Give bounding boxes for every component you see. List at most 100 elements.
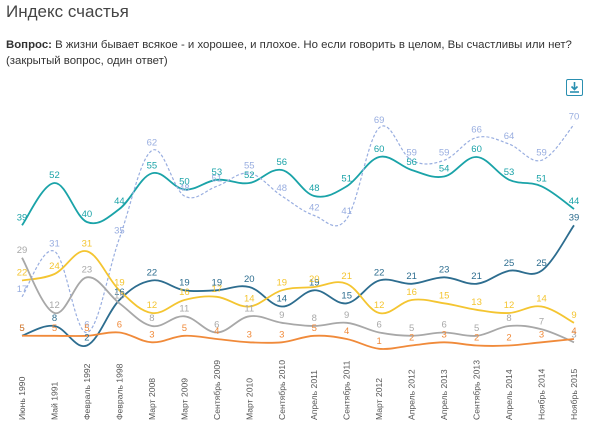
download-button[interactable] bbox=[566, 79, 583, 96]
data-label: 55 bbox=[244, 160, 255, 171]
data-label: 62 bbox=[147, 138, 158, 149]
data-label: 16 bbox=[179, 287, 190, 298]
data-label: 41 bbox=[341, 206, 352, 217]
data-label: 4 bbox=[344, 326, 349, 337]
data-label: 15 bbox=[439, 290, 450, 301]
x-tick-label: Апрель 2014 bbox=[504, 369, 514, 420]
x-axis-ticks: Июнь 1990 Май 1991 Февраль 1992 Февраль 199… bbox=[17, 360, 579, 420]
question-body: В жизни бывает всякое - и хорошее, и пло… bbox=[51, 39, 572, 51]
data-label: 55 bbox=[147, 160, 158, 171]
data-label: 12 bbox=[147, 300, 158, 311]
x-tick-label: Февраль 1998 bbox=[114, 363, 124, 420]
data-label: 5 bbox=[409, 323, 414, 334]
data-label: 19 bbox=[114, 277, 125, 288]
data-label: 21 bbox=[341, 271, 352, 282]
data-label: 22 bbox=[147, 268, 158, 279]
data-label: 51 bbox=[536, 173, 547, 184]
data-label: 14 bbox=[244, 294, 255, 305]
data-label: 15 bbox=[114, 290, 125, 301]
x-tick-label: Ноябрь 2015 bbox=[569, 368, 579, 420]
data-label: 23 bbox=[82, 264, 93, 275]
series-line-3 bbox=[21, 250, 575, 324]
x-tick-label: Сентябрь 2009 bbox=[212, 360, 222, 420]
data-label: 64 bbox=[504, 131, 515, 142]
data-label: 40 bbox=[82, 209, 93, 220]
data-label: 8 bbox=[506, 313, 511, 324]
data-label: 3 bbox=[149, 329, 154, 340]
data-label: 19 bbox=[179, 277, 190, 288]
data-label: 48 bbox=[179, 183, 190, 194]
data-label: 39 bbox=[17, 212, 28, 223]
data-label: 2 bbox=[409, 333, 414, 344]
series-line-1 bbox=[21, 124, 575, 334]
x-tick-label: Сентябрь 2011 bbox=[342, 360, 352, 420]
data-label: 11 bbox=[179, 303, 189, 314]
data-label: 48 bbox=[309, 183, 320, 194]
data-label: 4 bbox=[571, 326, 576, 337]
data-label: 48 bbox=[276, 183, 287, 194]
data-label: 9 bbox=[344, 310, 349, 321]
data-label: 5 bbox=[52, 323, 57, 334]
data-label: 6 bbox=[214, 320, 219, 331]
data-label: 29 bbox=[17, 245, 28, 256]
x-tick-label: Сентябрь 2013 bbox=[472, 360, 482, 420]
data-label: 60 bbox=[374, 144, 385, 155]
data-label: 59 bbox=[406, 147, 417, 158]
data-label: 12 bbox=[504, 300, 515, 311]
data-label: 17 bbox=[17, 284, 28, 295]
series-line-0 bbox=[21, 155, 575, 226]
data-label: 2 bbox=[474, 333, 479, 344]
x-tick-label: Июнь 1990 bbox=[17, 376, 27, 420]
x-tick-label: Март 2008 bbox=[147, 378, 157, 420]
data-label: 6 bbox=[377, 320, 382, 331]
data-label: 12 bbox=[374, 300, 385, 311]
series-line-2 bbox=[21, 224, 575, 347]
data-label: 16 bbox=[114, 287, 125, 298]
x-tick-label: Май 1991 bbox=[49, 381, 59, 420]
data-label: 5 bbox=[474, 323, 479, 334]
data-label: 8 bbox=[52, 313, 57, 324]
x-tick-label: Февраль 1992 bbox=[82, 363, 92, 420]
data-label: 21 bbox=[406, 271, 417, 282]
data-label: 5 bbox=[182, 323, 187, 334]
data-label: 12 bbox=[49, 300, 60, 311]
data-label: 31 bbox=[49, 238, 60, 249]
data-label: 31 bbox=[82, 238, 93, 249]
data-label: 23 bbox=[439, 264, 450, 275]
data-label: 8 bbox=[312, 313, 317, 324]
data-label: 20 bbox=[309, 274, 320, 285]
series-line-4 bbox=[21, 257, 575, 344]
data-label: 2 bbox=[84, 333, 89, 344]
data-label: 56 bbox=[276, 157, 287, 168]
data-label: 19 bbox=[276, 277, 287, 288]
data-label: 17 bbox=[212, 284, 223, 295]
data-label: 9 bbox=[279, 310, 284, 321]
data-label: 21 bbox=[471, 271, 482, 282]
data-label: 16 bbox=[406, 287, 417, 298]
data-label: 3 bbox=[279, 329, 284, 340]
data-label: 50 bbox=[179, 177, 190, 188]
data-label: 3 bbox=[441, 329, 446, 340]
data-label: 6 bbox=[117, 320, 122, 331]
data-label: 5 bbox=[19, 323, 24, 334]
data-label: 59 bbox=[536, 147, 547, 158]
data-label: 19 bbox=[212, 277, 223, 288]
data-label: 56 bbox=[406, 157, 417, 168]
data-label: 3 bbox=[539, 329, 544, 340]
data-label: 14 bbox=[536, 294, 547, 305]
download-icon bbox=[570, 82, 579, 93]
data-label: 53 bbox=[212, 167, 223, 178]
data-label: 54 bbox=[439, 164, 450, 175]
data-label: 20 bbox=[244, 274, 255, 285]
data-label: 35 bbox=[114, 225, 125, 236]
data-label: 42 bbox=[309, 203, 320, 214]
data-label: 22 bbox=[374, 268, 385, 279]
data-label: 11 bbox=[244, 303, 254, 314]
data-label: 22 bbox=[17, 268, 28, 279]
x-tick-label: Апрель 2013 bbox=[439, 369, 449, 420]
data-label: 1 bbox=[377, 336, 382, 347]
x-tick-label: Март 2012 bbox=[374, 378, 384, 420]
data-label: 66 bbox=[471, 125, 482, 136]
